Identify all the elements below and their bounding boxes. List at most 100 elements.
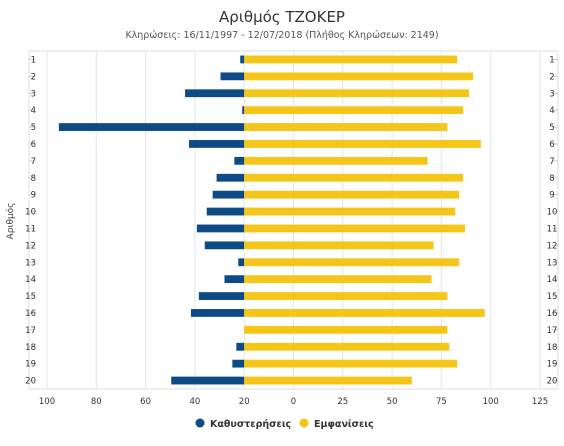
legend-marker-delays[interactable] (195, 418, 205, 428)
bar-appearances[interactable] (244, 190, 460, 199)
y-tick-label-right: 2 (549, 72, 554, 82)
bar-appearances[interactable] (244, 292, 448, 300)
y-tick-label-left: 11 (25, 224, 36, 234)
bar-delays[interactable] (236, 342, 245, 351)
y-tick-label-left: 2 (31, 72, 36, 82)
y-tick-label-right: 19 (547, 360, 558, 370)
y-tick-label-left: 12 (25, 241, 36, 251)
bar-delays[interactable] (188, 140, 245, 148)
x-tick-label: 100 (483, 397, 499, 407)
bar-delays[interactable] (242, 106, 245, 115)
x-tick-label: 100 (39, 397, 55, 407)
legend-label-appearances[interactable]: Εμφανίσεις (314, 419, 374, 430)
x-tick-label: 125 (532, 397, 548, 407)
bar-delays[interactable] (185, 89, 245, 98)
bar-delays[interactable] (224, 275, 245, 284)
x-tick-label: 80 (91, 397, 102, 407)
bar-delays[interactable] (220, 72, 245, 81)
bar-appearances[interactable] (244, 173, 464, 182)
y-tick-label-left: 16 (25, 309, 36, 319)
y-tick-label-right: 6 (549, 140, 554, 150)
bar-delays[interactable] (216, 173, 245, 182)
y-tick-label-right: 8 (549, 174, 554, 184)
y-axis-title: Αριθμός (5, 203, 16, 240)
y-tick-label-left: 5 (31, 123, 36, 133)
bar-appearances[interactable] (244, 309, 485, 317)
bar-appearances[interactable] (244, 140, 481, 148)
x-tick-label: 0 (291, 397, 296, 407)
y-tick-label-right: 14 (547, 275, 558, 285)
y-tick-label-left: 10 (25, 208, 36, 218)
bar-appearances[interactable] (244, 72, 473, 81)
bar-delays[interactable] (206, 207, 245, 216)
bar-appearances[interactable] (244, 224, 466, 233)
y-tick-label-left: 17 (25, 326, 36, 336)
y-tick-label-left: 13 (25, 258, 36, 268)
y-tick-label-right: 11 (547, 224, 558, 234)
y-tick-label-right: 20 (547, 377, 558, 387)
y-tick-label-left: 18 (25, 343, 36, 353)
y-tick-label-right: 16 (547, 309, 558, 319)
bar-delays[interactable] (232, 359, 245, 368)
bar-appearances[interactable] (244, 106, 464, 115)
bar-appearances[interactable] (244, 342, 450, 351)
y-tick-label-right: 3 (549, 89, 554, 99)
bar-appearances[interactable] (244, 241, 434, 250)
bar-delays[interactable] (171, 376, 245, 385)
legend: Καθυστερήσεις Εμφανίσεις (195, 418, 374, 430)
y-tick-label-right: 4 (549, 106, 554, 116)
grid (28, 50, 559, 390)
x-tick-label: 60 (140, 397, 151, 407)
bar-appearances[interactable] (244, 325, 448, 334)
bar-appearances[interactable] (244, 123, 448, 131)
y-tick-label-left: 7 (31, 157, 36, 167)
y-tick-label-left: 4 (31, 106, 36, 116)
y-tick-label-left: 20 (25, 377, 36, 387)
bar-appearances[interactable] (244, 275, 432, 284)
x-tick-label: 20 (239, 397, 250, 407)
x-tick-label: 50 (387, 397, 398, 407)
y-tick-label-left: 6 (31, 140, 36, 150)
y-tick-label-right: 17 (547, 326, 558, 336)
y-tick-label-right: 10 (547, 208, 558, 218)
y-tick-label-right: 5 (549, 123, 554, 133)
y-tick-label-right: 1 (549, 55, 554, 65)
bar-delays[interactable] (190, 309, 245, 317)
y-tick-label-right: 7 (549, 157, 554, 167)
bar-delays[interactable] (212, 190, 245, 199)
chart-subtitle: Κληρώσεις: 16/11/1997 - 12/07/2018 (Πλήθ… (125, 30, 438, 41)
legend-marker-appearances[interactable] (299, 418, 309, 428)
bar-appearances[interactable] (244, 156, 428, 165)
y-tick-label-right: 12 (547, 241, 558, 251)
bar-delays[interactable] (238, 258, 245, 267)
y-tick-label-left: 8 (31, 174, 36, 184)
bar-appearances[interactable] (244, 89, 470, 98)
y-tick-label-left: 9 (31, 191, 36, 201)
y-tick-label-left: 1 (31, 55, 36, 65)
y-tick-label-right: 15 (547, 292, 558, 302)
y-tick-label-left: 19 (25, 360, 36, 370)
y-tick-label-right: 9 (549, 191, 554, 201)
bar-delays[interactable] (204, 241, 245, 250)
y-tick-label-left: 3 (31, 89, 36, 99)
bar-appearances[interactable] (244, 376, 412, 385)
chart-title: Αριθμός ΤΖΟΚΕΡ (219, 8, 345, 26)
bar-appearances[interactable] (244, 207, 456, 216)
x-axis-labels: 100 80 60 40 20 0 25 50 75 100 125 (39, 397, 548, 407)
bar-delays[interactable] (240, 55, 245, 64)
x-tick-label: 75 (436, 397, 447, 407)
bars (58, 55, 485, 385)
bar-delays[interactable] (58, 123, 245, 131)
y-tick-label-left: 15 (25, 292, 36, 302)
bar-appearances[interactable] (244, 55, 458, 64)
bar-delays[interactable] (198, 292, 245, 300)
y-tick-label-right: 13 (547, 258, 558, 268)
legend-label-delays[interactable]: Καθυστερήσεις (210, 419, 291, 430)
bar-appearances[interactable] (244, 258, 460, 267)
bar-appearances[interactable] (244, 359, 458, 368)
y-tick-label-left: 14 (25, 275, 36, 285)
bar-delays[interactable] (196, 224, 245, 233)
bar-delays[interactable] (234, 156, 245, 165)
